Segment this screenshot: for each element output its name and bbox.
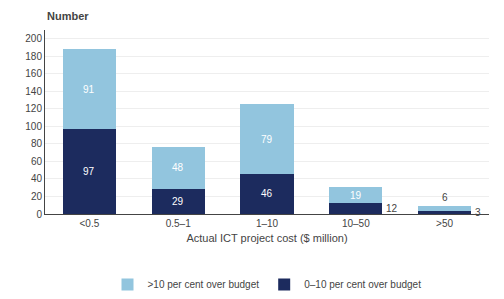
svg-text:20: 20: [31, 191, 43, 202]
svg-text:Number: Number: [47, 10, 89, 22]
svg-text:0–10 per cent over budget: 0–10 per cent over budget: [304, 279, 421, 290]
svg-text:120: 120: [25, 103, 42, 114]
svg-text:>50: >50: [436, 218, 453, 229]
svg-text:0: 0: [36, 209, 42, 220]
svg-text:80: 80: [31, 138, 43, 149]
svg-text:160: 160: [25, 68, 42, 79]
svg-text:48: 48: [172, 162, 184, 173]
svg-text:<0.5: <0.5: [80, 218, 100, 229]
svg-text:46: 46: [261, 188, 273, 199]
svg-text:79: 79: [261, 134, 273, 145]
svg-text:180: 180: [25, 51, 42, 62]
svg-text:3: 3: [475, 207, 481, 218]
svg-text:91: 91: [83, 84, 95, 95]
svg-text:60: 60: [31, 156, 43, 167]
svg-text:0.5–1: 0.5–1: [166, 218, 191, 229]
svg-text:97: 97: [83, 166, 95, 177]
svg-text:1–10: 1–10: [256, 218, 279, 229]
svg-text:19: 19: [350, 190, 362, 201]
svg-text:12: 12: [386, 203, 398, 214]
svg-text:10–50: 10–50: [342, 218, 370, 229]
svg-text:200: 200: [25, 33, 42, 44]
svg-text:Actual ICT project cost ($ mil: Actual ICT project cost ($ million): [186, 232, 347, 244]
svg-text:100: 100: [25, 121, 42, 132]
svg-text:40: 40: [31, 173, 43, 184]
svg-text:29: 29: [172, 196, 184, 207]
svg-text:>10 per cent over budget: >10 per cent over budget: [148, 279, 260, 290]
svg-text:140: 140: [25, 86, 42, 97]
svg-text:6: 6: [442, 192, 448, 203]
